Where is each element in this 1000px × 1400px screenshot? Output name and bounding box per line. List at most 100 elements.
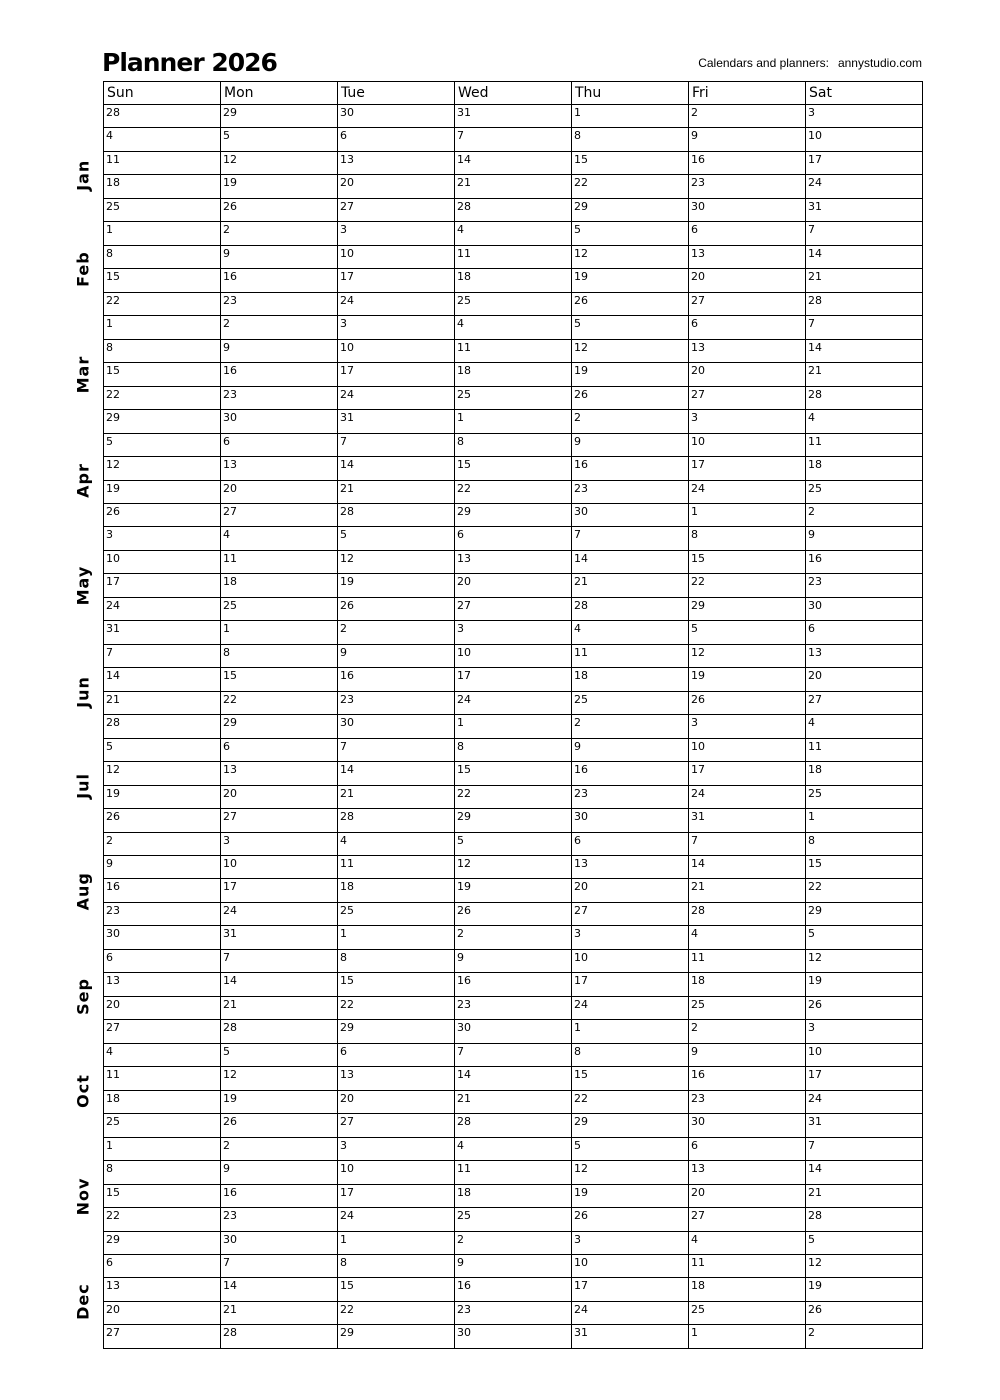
day-cell: 18 — [688, 1277, 806, 1302]
month-label-jan: Jan — [73, 159, 93, 191]
day-cell: 15 — [805, 854, 923, 880]
day-cell: 28 — [805, 385, 923, 411]
day-cell: 4 — [571, 620, 689, 645]
day-cell: 18 — [454, 268, 572, 293]
day-cell: 18 — [454, 362, 572, 387]
week-row: 26 27 28 29 30 1 2 — [103, 502, 923, 528]
day-cell: 21 — [220, 995, 338, 1021]
day-cell: 18 — [805, 456, 923, 481]
day-cell: 29 — [337, 1019, 455, 1044]
day-cell: 2 — [805, 1324, 923, 1349]
day-cell: 27 — [337, 1113, 455, 1138]
day-cell: 27 — [688, 1207, 806, 1232]
day-cell: 4 — [454, 221, 572, 246]
day-cell: 9 — [688, 1042, 806, 1068]
weekday-header-thu: Thu — [571, 81, 689, 105]
week-row: 11 12 13 14 15 16 17 — [103, 150, 923, 176]
day-cell: 8 — [454, 737, 572, 763]
day-cell: 11 — [688, 1253, 806, 1279]
day-cell: 7 — [454, 1042, 572, 1068]
day-cell: 6 — [220, 432, 338, 458]
day-cell: 26 — [103, 502, 221, 528]
day-cell: 22 — [454, 784, 572, 810]
day-cell: 10 — [805, 127, 923, 152]
day-cell: 5 — [220, 127, 338, 152]
day-cell: 25 — [454, 385, 572, 411]
day-cell: 19 — [103, 479, 221, 504]
day-cell: 18 — [805, 761, 923, 786]
day-cell: 13 — [103, 1277, 221, 1302]
day-cell: 26 — [571, 385, 689, 411]
credit-site-link[interactable]: annystudio.com — [837, 56, 922, 70]
day-cell: 15 — [103, 362, 221, 387]
day-cell: 28 — [805, 1207, 923, 1232]
week-row: 19 20 21 22 23 24 25 — [103, 479, 923, 504]
day-cell: 12 — [220, 150, 338, 176]
day-cell: 5 — [454, 831, 572, 857]
day-cell: 19 — [571, 362, 689, 387]
day-cell: 12 — [571, 1160, 689, 1185]
day-cell: 7 — [220, 948, 338, 974]
day-cell: 21 — [337, 479, 455, 504]
day-cell: 14 — [571, 549, 689, 575]
day-cell: 4 — [454, 315, 572, 340]
day-cell: 5 — [220, 1042, 338, 1068]
day-cell: 6 — [688, 221, 806, 246]
day-cell: 7 — [220, 1253, 338, 1279]
day-cell: 7 — [805, 221, 923, 246]
day-cell: 1 — [688, 502, 806, 528]
day-cell: 29 — [220, 103, 338, 129]
day-cell: 17 — [454, 667, 572, 692]
day-cell: 13 — [337, 150, 455, 176]
week-row: 4 5 6 7 8 9 10 — [103, 1042, 923, 1068]
day-cell: 16 — [454, 1277, 572, 1302]
day-cell: 16 — [337, 667, 455, 692]
calendar-table: Sun Mon Tue Wed Thu Fri Sat 28 29 30 31 1 2 3 4… — [103, 81, 923, 1349]
day-cell: 15 — [688, 549, 806, 575]
day-cell: 4 — [454, 1136, 572, 1162]
month-label-apr: Apr — [73, 463, 93, 498]
day-cell: 24 — [220, 901, 338, 927]
day-cell: 12 — [103, 456, 221, 481]
day-cell: 22 — [337, 995, 455, 1021]
day-cell: 11 — [571, 643, 689, 669]
day-cell: 26 — [688, 690, 806, 716]
week-row: 25 26 27 28 29 30 31 — [103, 197, 923, 223]
day-cell: 23 — [688, 1089, 806, 1115]
week-row: 27 28 29 30 31 1 2 — [103, 1324, 923, 1349]
day-cell: 13 — [454, 549, 572, 575]
day-cell: 22 — [688, 573, 806, 598]
day-cell: 4 — [805, 714, 923, 739]
day-cell: 7 — [805, 315, 923, 340]
day-cell: 31 — [454, 103, 572, 129]
day-cell: 16 — [103, 878, 221, 903]
day-cell: 11 — [688, 948, 806, 974]
day-cell: 19 — [337, 573, 455, 598]
day-cell: 20 — [337, 174, 455, 199]
day-cell: 3 — [220, 831, 338, 857]
weekday-header-tue: Tue — [337, 81, 455, 105]
day-cell: 1 — [571, 1019, 689, 1044]
week-row: 18 19 20 21 22 23 24 — [103, 1089, 923, 1115]
day-cell: 13 — [688, 1160, 806, 1185]
day-cell: 24 — [337, 291, 455, 317]
day-cell: 22 — [220, 690, 338, 716]
day-cell: 3 — [571, 925, 689, 950]
day-cell: 23 — [805, 573, 923, 598]
day-cell: 26 — [220, 197, 338, 223]
day-cell: 25 — [220, 596, 338, 622]
day-cell: 11 — [454, 338, 572, 364]
day-cell: 19 — [571, 1183, 689, 1209]
day-cell: 12 — [337, 549, 455, 575]
day-cell: 14 — [220, 972, 338, 997]
day-cell: 30 — [688, 1113, 806, 1138]
month-label-nov: Nov — [73, 1177, 93, 1216]
day-cell: 10 — [454, 643, 572, 669]
day-cell: 23 — [103, 901, 221, 927]
day-cell: 2 — [454, 1230, 572, 1255]
day-cell: 13 — [688, 338, 806, 364]
month-label-aug: Aug — [73, 872, 93, 911]
day-cell: 1 — [337, 1230, 455, 1255]
